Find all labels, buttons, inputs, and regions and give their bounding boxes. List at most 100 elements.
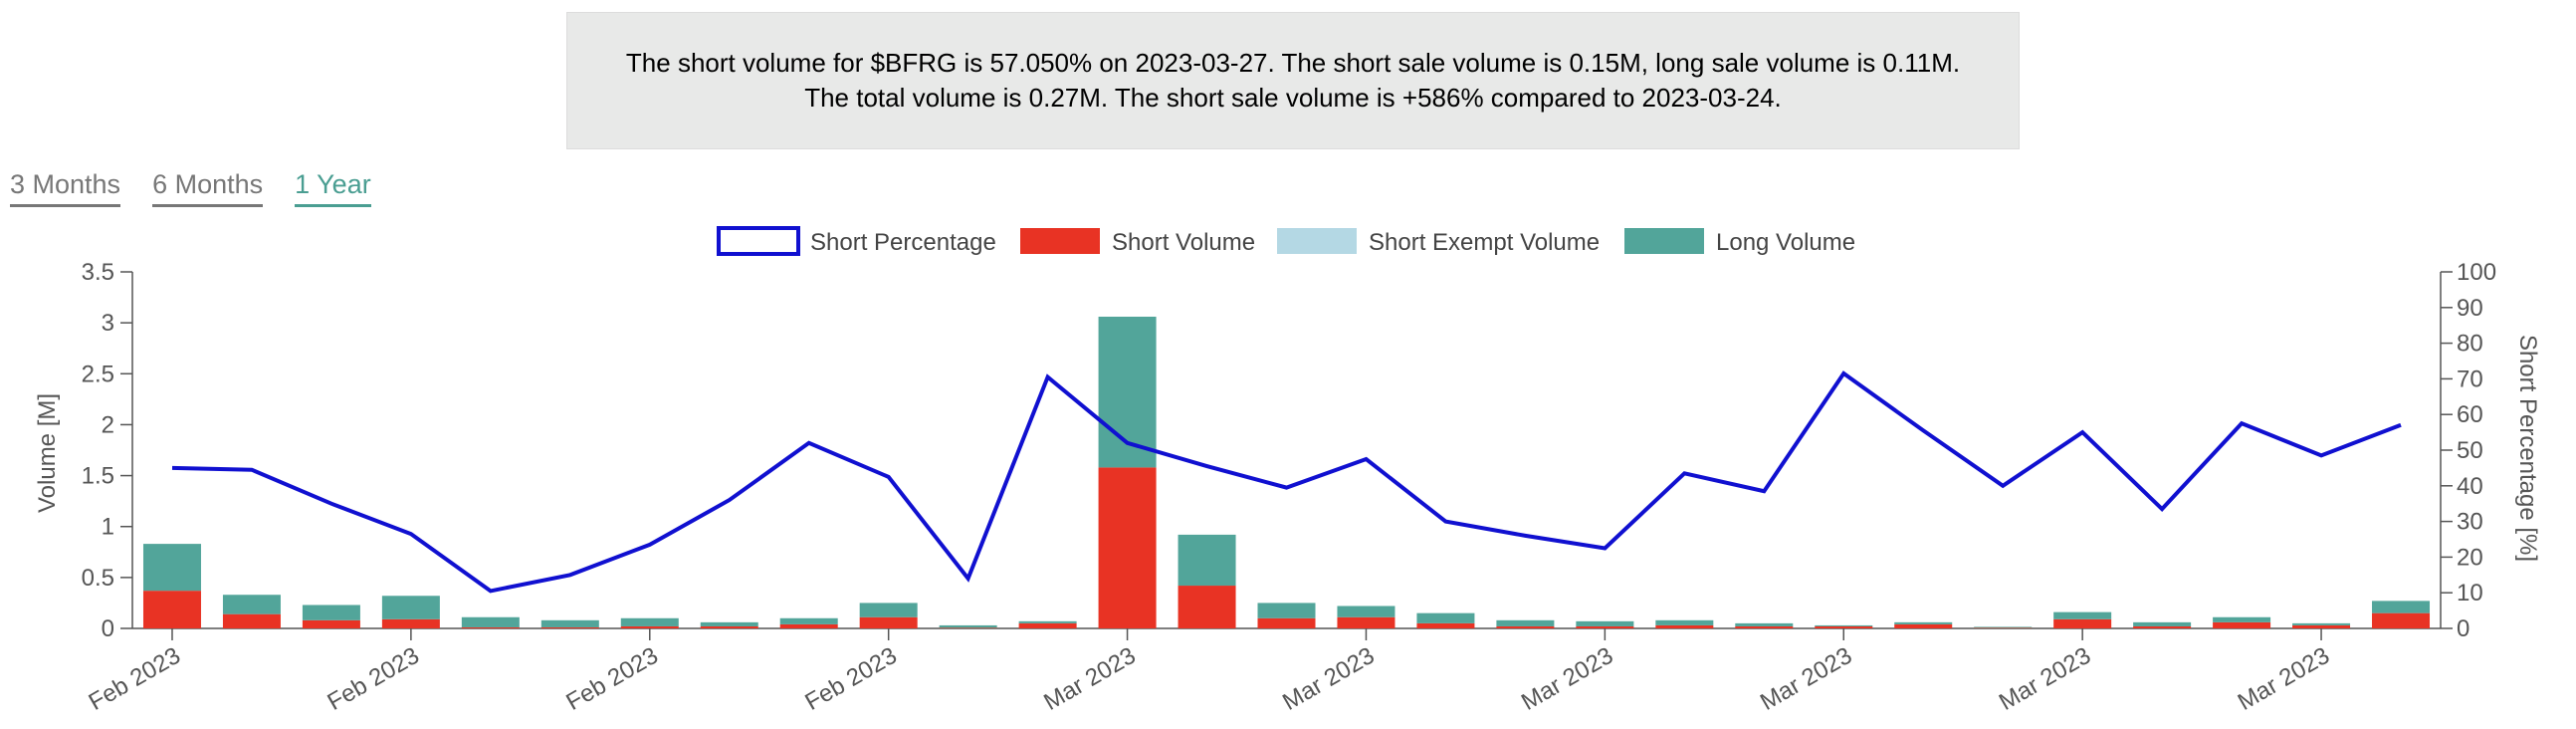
- long-volume-bar[interactable]: [859, 603, 918, 617]
- short-volume-bar[interactable]: [381, 618, 440, 628]
- summary-banner: The short volume for $BFRG is 57.050% on…: [566, 12, 2020, 149]
- legend-swatch-short-volume[interactable]: [1020, 228, 1100, 254]
- short-volume-bar[interactable]: [2372, 612, 2431, 628]
- x-tick-label: Mar 2023: [1039, 642, 1140, 716]
- y-right-tick-label: 90: [2457, 295, 2483, 322]
- short-volume-bar[interactable]: [779, 623, 838, 628]
- y-right-tick-label: 80: [2457, 331, 2483, 358]
- long-volume-bar[interactable]: [1257, 603, 1316, 618]
- y-right-tick-label: 10: [2457, 580, 2483, 607]
- legend-label-short-volume[interactable]: Short Volume: [1112, 229, 1255, 256]
- long-volume-bar[interactable]: [1576, 620, 1634, 626]
- y-left-tick-label: 2: [102, 411, 114, 438]
- y-right-tick-label: 70: [2457, 365, 2483, 392]
- short-volume-bar[interactable]: [1735, 625, 1794, 628]
- y-right-tick-label: 0: [2457, 615, 2469, 642]
- long-volume-bar[interactable]: [1974, 626, 2033, 628]
- legend-swatch-long-volume[interactable]: [1624, 228, 1704, 254]
- y-left-tick-label: 3.5: [82, 259, 114, 286]
- long-volume-bar[interactable]: [2053, 611, 2112, 619]
- short-volume-bar[interactable]: [302, 619, 360, 628]
- legend-swatch-short-percentage[interactable]: [717, 226, 800, 256]
- short-volume-bar[interactable]: [939, 627, 997, 628]
- tab-1-year[interactable]: 1 Year: [295, 169, 371, 207]
- legend-label-short-percentage[interactable]: Short Percentage: [810, 229, 996, 256]
- x-tick-label: Mar 2023: [2234, 642, 2334, 716]
- summary-text: The short volume for $BFRG is 57.050% on…: [625, 48, 1961, 113]
- short-volume-bar[interactable]: [700, 625, 758, 628]
- short-volume-bar[interactable]: [1098, 467, 1157, 628]
- short-volume-bar[interactable]: [1337, 616, 1395, 628]
- y-axis-left-title: Volume [M]: [34, 393, 61, 513]
- legend-label-short-exempt-volume[interactable]: Short Exempt Volume: [1369, 229, 1600, 256]
- long-volume-bar[interactable]: [1894, 621, 1953, 624]
- long-volume-bar[interactable]: [461, 616, 520, 627]
- long-volume-bar[interactable]: [2213, 616, 2271, 622]
- x-tick-label: Feb 2023: [800, 642, 901, 716]
- y-left-tick-label: 2.5: [82, 361, 114, 387]
- long-volume-bar[interactable]: [779, 617, 838, 624]
- x-tick-label: Mar 2023: [1756, 642, 1856, 716]
- short-volume-bar[interactable]: [1815, 625, 1873, 628]
- long-volume-bar[interactable]: [540, 619, 599, 627]
- long-volume-bar[interactable]: [302, 605, 360, 620]
- short-volume-bar[interactable]: [1416, 622, 1475, 628]
- long-volume-bar[interactable]: [2292, 622, 2351, 625]
- y-left-tick-label: 3: [102, 310, 114, 337]
- y-left-tick-label: 1: [102, 514, 114, 541]
- short-volume-bar[interactable]: [2053, 618, 2112, 628]
- short-volume-bar[interactable]: [540, 626, 599, 628]
- x-tick-label: Feb 2023: [85, 642, 185, 716]
- short-volume-bar[interactable]: [1496, 625, 1555, 628]
- short-volume-bar[interactable]: [1257, 617, 1316, 628]
- tab-6-months[interactable]: 6 Months: [152, 169, 264, 207]
- y-axis-right-title: Short Percentage [%]: [2514, 335, 2541, 562]
- short-volume-bar[interactable]: [142, 591, 201, 628]
- long-volume-bar[interactable]: [1178, 534, 1236, 587]
- x-tick-label: Mar 2023: [1278, 642, 1379, 716]
- long-volume-bar[interactable]: [1815, 624, 1873, 626]
- short-volume-bar[interactable]: [2292, 624, 2351, 628]
- y-right-tick-label: 50: [2457, 437, 2483, 464]
- long-volume-bar[interactable]: [381, 596, 440, 619]
- short-volume-bar[interactable]: [2213, 621, 2271, 628]
- short-volume-bar[interactable]: [1655, 624, 1714, 628]
- long-volume-bar[interactable]: [1337, 606, 1395, 617]
- short-volume-bar[interactable]: [222, 613, 281, 628]
- short-volume-bar[interactable]: [1974, 627, 2033, 628]
- y-left-tick-label: 1.5: [82, 463, 114, 490]
- long-volume-bar[interactable]: [2133, 621, 2192, 626]
- x-tick-label: Mar 2023: [1517, 642, 1617, 716]
- plot-area: 0 0.5 1 1.5 2 2.5 3 3.5 0 10 20 30 40 50 60 70 80 90 100 Fe…: [82, 259, 2496, 716]
- short-volume-bar[interactable]: [1576, 625, 1634, 628]
- y-right-tick-label: 30: [2457, 509, 2483, 536]
- short-volume-bar[interactable]: [1178, 586, 1236, 628]
- x-tick-label: Feb 2023: [561, 642, 662, 716]
- short-volume-bar[interactable]: [461, 626, 520, 628]
- long-volume-bar[interactable]: [1416, 612, 1475, 623]
- long-volume-bar[interactable]: [1735, 622, 1794, 626]
- long-volume-bar[interactable]: [1655, 619, 1714, 625]
- short-percentage-line[interactable]: [171, 370, 2402, 594]
- short-volume-bar[interactable]: [2133, 625, 2192, 628]
- long-volume-bar[interactable]: [222, 595, 281, 614]
- long-volume-bar[interactable]: [1018, 620, 1077, 623]
- legend-swatch-short-exempt-volume[interactable]: [1277, 228, 1357, 254]
- long-volume-bar[interactable]: [1496, 619, 1555, 626]
- legend-label-long-volume[interactable]: Long Volume: [1716, 229, 1855, 256]
- long-volume-bar[interactable]: [142, 544, 201, 592]
- y-left-tick-label: 0.5: [82, 565, 114, 592]
- y-right-tick-label: 100: [2457, 259, 2496, 286]
- x-tick-label: Feb 2023: [323, 642, 424, 716]
- y-right-tick-label: 20: [2457, 544, 2483, 571]
- short-volume-bar[interactable]: [859, 616, 918, 628]
- tab-3-months[interactable]: 3 Months: [10, 169, 121, 207]
- long-volume-bar[interactable]: [939, 624, 997, 628]
- long-volume-bar[interactable]: [620, 617, 679, 626]
- short-volume-bar[interactable]: [620, 625, 679, 628]
- long-volume-bar[interactable]: [700, 621, 758, 626]
- short-volume-bar[interactable]: [1894, 623, 1953, 628]
- long-volume-bar[interactable]: [2372, 601, 2431, 613]
- short-volume-bar[interactable]: [1018, 622, 1077, 628]
- y-right-tick-label: 40: [2457, 473, 2483, 500]
